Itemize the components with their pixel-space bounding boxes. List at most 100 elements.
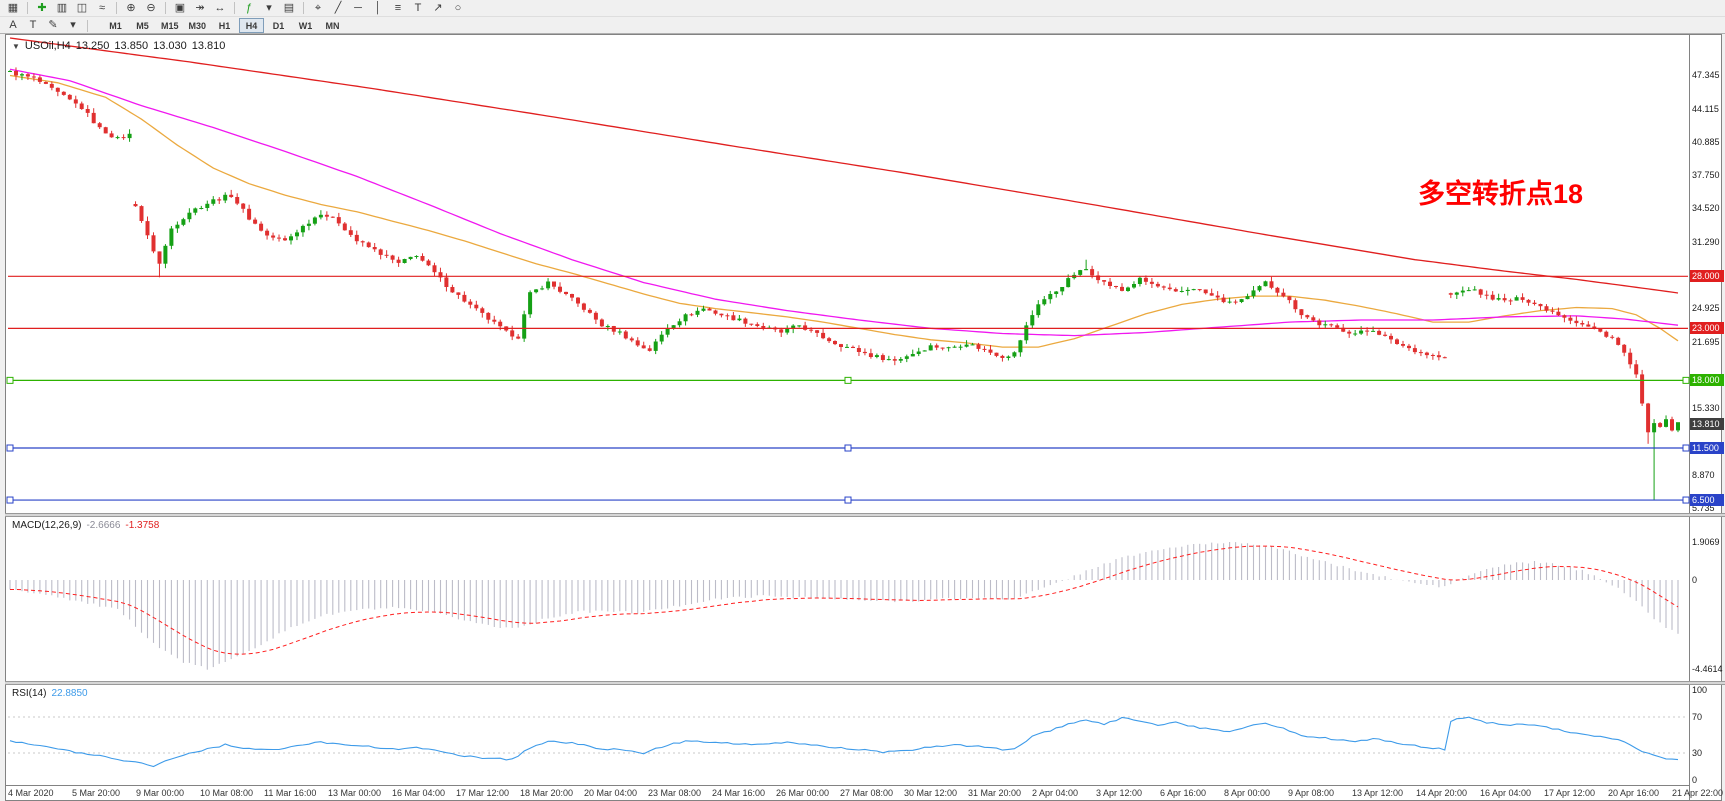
time-axis-label: 9 Apr 08:00 xyxy=(1288,788,1335,798)
time-axis-label: 26 Mar 00:00 xyxy=(776,788,830,798)
time-axis-label: 11 Mar 16:00 xyxy=(264,788,317,798)
draw-tools-icon[interactable]: ✎ xyxy=(48,19,58,31)
chart-line-icon[interactable]: ≈ xyxy=(98,1,106,14)
dropdown-caret-icon[interactable]: ▾ xyxy=(70,19,76,31)
new-order-icon[interactable]: ✚ xyxy=(37,1,47,14)
text-tool-icon[interactable]: T xyxy=(29,19,37,31)
pane-separator-macd[interactable] xyxy=(5,513,1725,517)
chart-bars-icon[interactable]: ▥ xyxy=(56,1,68,14)
chart-shift-icon[interactable]: ↔ xyxy=(214,1,226,14)
price-tick-label: 15.330 xyxy=(1692,403,1720,414)
rsi-scale-label: 70 xyxy=(1692,712,1703,722)
price-badge: 13.810 xyxy=(1690,417,1724,430)
rsi-scale-label: 100 xyxy=(1692,685,1708,695)
fibonacci-icon[interactable]: ≡ xyxy=(394,1,402,14)
timeframe-mn[interactable]: MN xyxy=(325,21,340,31)
shapes-icon[interactable]: ○ xyxy=(454,1,462,14)
price-badge: 28.000 xyxy=(1690,270,1724,283)
toolbar-separator xyxy=(87,19,88,32)
crosshair-icon[interactable]: ⌖ xyxy=(314,1,322,14)
timeframe-w1[interactable]: W1 xyxy=(298,21,313,31)
macd-main-value: -2.6666 xyxy=(86,520,121,531)
price-badge: 6.500 xyxy=(1690,494,1724,507)
price-tick-label: 44.115 xyxy=(1692,103,1719,114)
toolbar-separator xyxy=(303,2,304,14)
price-tick-label: 40.885 xyxy=(1692,137,1720,148)
timeframe-m15[interactable]: M15 xyxy=(161,21,179,31)
time-axis-label: 16 Apr 04:00 xyxy=(1480,788,1532,798)
macd-scale-label: 0 xyxy=(1692,575,1698,585)
toolbars-menu-icon[interactable]: ▦ xyxy=(7,1,19,14)
zoom-in-icon[interactable]: ⊕ xyxy=(126,1,136,14)
time-axis-label: 31 Mar 20:00 xyxy=(968,788,1022,798)
rsi-name: RSI(14) xyxy=(12,688,47,699)
time-axis-label: 9 Mar 00:00 xyxy=(136,788,185,798)
time-axis-label: 23 Mar 08:00 xyxy=(648,788,702,798)
time-axis-label: 13 Apr 12:00 xyxy=(1352,788,1404,798)
tile-windows-icon[interactable]: ▣ xyxy=(174,1,186,14)
toolbar: ▦ ✚ ▥ ◫ ≈ ⊕ ⊖ ▣ ↠ ↔ ƒ ▾ ▤ ⌖ ╱ ─ │ ≡ T ↗ ○ A T ✎ ▾ M1 M5 M15 M30 H1 H… xyxy=(0,0,1725,34)
time-axis-label: 27 Mar 08:00 xyxy=(840,788,894,798)
cursor-tool-icon[interactable]: A xyxy=(9,19,17,31)
symbol-name: USOil,H4 xyxy=(24,40,71,52)
timeframe-bar: M1 M5 M15 M30 H1 H4 D1 W1 MN xyxy=(102,18,346,33)
macd-name: MACD(12,26,9) xyxy=(12,520,82,531)
rsi-scale-label: 30 xyxy=(1692,748,1703,758)
price-tick-label: 47.345 xyxy=(1692,70,1720,80)
toolbar-row-2: A T ✎ ▾ M1 M5 M15 M30 H1 H4 D1 W1 MN xyxy=(0,17,1725,34)
price-badge: 23.000 xyxy=(1690,322,1724,335)
arrows-icon[interactable]: ↗ xyxy=(433,1,443,14)
templates-icon[interactable]: ▤ xyxy=(283,1,295,14)
timeframe-d1[interactable]: D1 xyxy=(272,21,285,31)
time-axis-label: 4 Mar 2020 xyxy=(8,788,54,798)
macd-label: MACD(12,26,9) -2.6666 -1.3758 xyxy=(12,520,159,531)
horizontal-line-icon[interactable]: ─ xyxy=(354,1,362,14)
time-axis-label: 5 Mar 20:00 xyxy=(72,788,121,798)
bar-open-value: 13.250 xyxy=(75,40,110,52)
time-axis-label: 21 Apr 22:00 xyxy=(1672,788,1724,798)
time-axis-label: 6 Apr 16:00 xyxy=(1160,788,1207,798)
rsi-scale-label: 0 xyxy=(1692,775,1698,785)
toolbar-separator xyxy=(234,2,235,14)
auto-scroll-icon[interactable]: ↠ xyxy=(195,1,205,14)
toolbar-separator xyxy=(27,2,28,14)
text-label-icon[interactable]: T xyxy=(414,1,422,14)
price-tick-label: 8.870 xyxy=(1692,470,1715,481)
chart-candles-icon[interactable]: ◫ xyxy=(76,1,88,14)
pane-separator-rsi[interactable] xyxy=(5,681,1725,685)
toolbar-separator xyxy=(165,2,166,14)
price-tick-label: 5.735 xyxy=(1692,503,1715,513)
timeframe-m5[interactable]: M5 xyxy=(136,21,149,31)
timeframe-m1[interactable]: M1 xyxy=(109,21,122,31)
time-axis-label: 3 Apr 12:00 xyxy=(1096,788,1143,798)
timeframe-h1[interactable]: H1 xyxy=(218,21,231,31)
price-tick-label: 24.925 xyxy=(1692,303,1720,314)
time-axis-label: 20 Mar 04:00 xyxy=(584,788,638,798)
price-tick-label: 34.520 xyxy=(1692,203,1720,214)
macd-signal-value: -1.3758 xyxy=(125,520,160,531)
bar-low-value: 13.030 xyxy=(153,40,187,52)
price-tick-label: 31.290 xyxy=(1692,237,1720,248)
toolbar-row-2-icons: A T ✎ ▾ xyxy=(3,18,92,33)
price-tick-label: 21.695 xyxy=(1692,336,1720,347)
toolbar-row-1-icons: ▦ ✚ ▥ ◫ ≈ ⊕ ⊖ ▣ ↠ ↔ ƒ ▾ ▤ ⌖ ╱ ─ │ ≡ T ↗ ○ xyxy=(0,0,1725,17)
time-axis-label: 16 Mar 04:00 xyxy=(392,788,446,798)
chart-text-annotation[interactable]: 多空转折点18 xyxy=(1418,179,1584,209)
time-axis-label: 14 Apr 20:00 xyxy=(1416,788,1468,798)
price-badge: 11.500 xyxy=(1690,442,1724,454)
indicators-icon[interactable]: ƒ xyxy=(245,1,253,14)
rsi-value: 22.8850 xyxy=(51,688,88,699)
trendline-icon[interactable]: ╱ xyxy=(334,1,342,14)
timeframe-h4[interactable]: H4 xyxy=(239,18,265,33)
zoom-out-icon[interactable]: ⊖ xyxy=(146,1,156,14)
vertical-line-icon[interactable]: │ xyxy=(374,1,382,14)
rsi-label: RSI(14) 22.8850 xyxy=(12,688,88,699)
time-axis-label: 13 Mar 00:00 xyxy=(328,788,382,798)
periods-dropdown-icon[interactable]: ▾ xyxy=(266,1,272,14)
timeframe-m30[interactable]: M30 xyxy=(188,21,207,31)
time-axis-label: 2 Apr 04:00 xyxy=(1032,788,1079,798)
symbol-ohlc-label: ▼ USOil,H4 13.250 13.850 13.030 13.810 xyxy=(12,40,225,52)
one-click-dropdown-icon[interactable]: ▼ xyxy=(12,41,20,51)
